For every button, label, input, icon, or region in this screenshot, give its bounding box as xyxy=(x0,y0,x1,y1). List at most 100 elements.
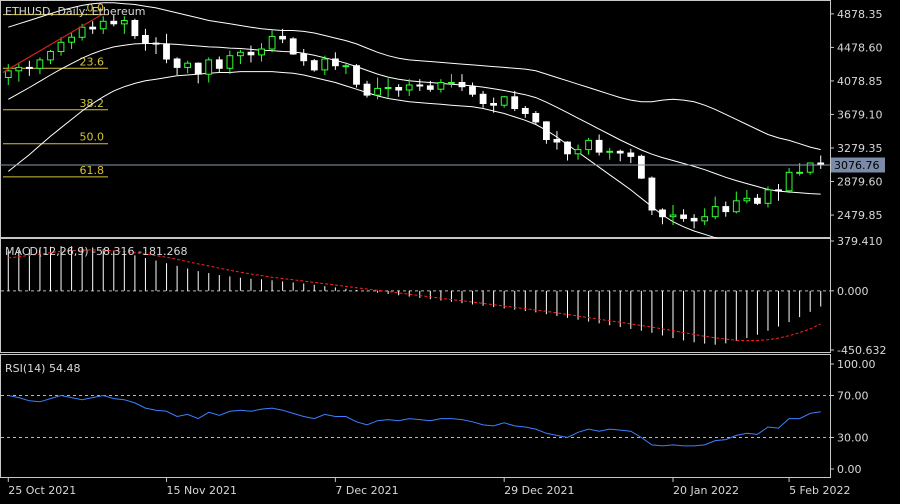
candle-body xyxy=(57,41,65,52)
time-axis-label: 25 Oct 2021 xyxy=(8,484,76,497)
candle-body xyxy=(458,82,466,88)
rsi-axis[interactable]: 100.00 70.00 30.00 0.00 xyxy=(830,358,876,476)
candle-body xyxy=(796,171,804,174)
candle-body xyxy=(405,84,413,91)
bollinger-bands xyxy=(7,2,821,245)
candle-body xyxy=(701,216,709,222)
macd-axis-label: 379.410 xyxy=(837,235,883,248)
candle-body xyxy=(395,87,403,91)
rsi-line xyxy=(8,394,821,447)
price-panel[interactable]: 0.023.638.250.061.8 xyxy=(0,2,830,245)
time-axis[interactable]: 25 Oct 2021 15 Nov 2021 7 Dec 2021 29 Dec 2… xyxy=(7,478,851,497)
candle-body xyxy=(416,84,424,87)
fibo-level-label: 50.0 xyxy=(80,131,105,144)
candle-body xyxy=(205,59,213,75)
candle-body xyxy=(194,62,202,75)
price-axis-label: 2879.60 xyxy=(837,176,883,189)
candle-body xyxy=(764,189,772,204)
candle-body xyxy=(775,189,782,192)
candle-body xyxy=(743,197,751,202)
candle-body xyxy=(89,26,97,30)
fibo-level-label: 23.6 xyxy=(80,55,105,68)
candle-body xyxy=(26,66,33,69)
candle-body xyxy=(680,214,688,219)
candle-body xyxy=(258,48,265,56)
candle-body xyxy=(268,35,276,50)
candle-body xyxy=(353,65,360,85)
candle-body xyxy=(173,58,181,68)
candle-body xyxy=(110,20,118,25)
price-axis-label: 3279.35 xyxy=(837,142,883,155)
candle-body xyxy=(669,214,677,218)
price-axis-label: 3679.10 xyxy=(837,108,883,121)
candle-body xyxy=(15,66,23,72)
bollinger-middle-band xyxy=(8,43,821,195)
time-axis-label: 20 Jan 2022 xyxy=(673,484,739,497)
current-price-badge xyxy=(831,157,885,173)
candlesticks xyxy=(4,14,825,229)
macd-axis-label: -450.632 xyxy=(837,344,886,357)
candle-body xyxy=(163,43,170,60)
candle-body xyxy=(36,59,44,69)
current-price-label: 3076.76 xyxy=(834,159,880,172)
rsi-axis-label: 0.00 xyxy=(837,463,862,476)
candle-body xyxy=(500,96,508,106)
candle-body xyxy=(616,150,624,154)
price-axis[interactable]: 4878.35 4478.60 4078.85 3679.10 3279.35 2879.… xyxy=(830,8,883,222)
candle-body xyxy=(564,141,571,155)
macd-axis[interactable]: 379.410 0.000 -450.632 xyxy=(830,235,886,357)
time-axis-label: 7 Dec 2021 xyxy=(335,484,398,497)
candle-body xyxy=(711,206,719,218)
fibo-level-label: 0.0 xyxy=(87,2,105,15)
candle-body xyxy=(606,150,614,153)
candle-body xyxy=(300,53,308,62)
candle-body xyxy=(754,197,761,204)
price-axis-label: 4878.35 xyxy=(837,8,883,21)
candle-body xyxy=(384,87,392,89)
candle-body xyxy=(120,20,128,25)
rsi-panel-frame xyxy=(0,354,831,478)
main-panel-frame xyxy=(0,0,831,238)
candle-body xyxy=(215,59,223,69)
candle-body xyxy=(226,55,234,69)
time-axis-label: 15 Nov 2021 xyxy=(167,484,237,497)
candle-body xyxy=(595,139,603,153)
candle-body xyxy=(553,139,561,143)
bollinger-lower-band xyxy=(7,71,821,245)
trendline[interactable] xyxy=(2,13,104,73)
rsi-axis-label: 70.00 xyxy=(837,390,869,403)
time-axis-label: 29 Dec 2021 xyxy=(504,484,574,497)
rsi-axis-label: 100.00 xyxy=(837,358,876,371)
candle-body xyxy=(479,93,487,105)
bollinger-upper-band xyxy=(8,2,821,151)
candle-body xyxy=(543,121,550,141)
macd-title: MACD(12,26,9) -58.316 -181.268 xyxy=(5,245,187,258)
candle-body xyxy=(521,108,529,114)
candle-body xyxy=(68,36,75,43)
candle-body xyxy=(448,82,455,84)
candle-body xyxy=(152,42,160,45)
candle-body xyxy=(690,217,698,222)
candle-body xyxy=(627,152,635,157)
candle-body xyxy=(332,58,339,67)
candle-body xyxy=(722,206,730,213)
candle-body xyxy=(374,87,382,96)
fibonacci-retracement[interactable]: 0.023.638.250.061.8 xyxy=(3,2,108,178)
candle-body xyxy=(532,113,540,123)
candle-body xyxy=(247,51,255,56)
rsi-panel[interactable] xyxy=(1,394,830,447)
candle-body xyxy=(437,82,445,90)
candle-body xyxy=(99,20,107,30)
candle-body xyxy=(310,60,318,71)
macd-signal-line xyxy=(8,249,821,342)
candle-body xyxy=(585,139,593,151)
macd-panel[interactable] xyxy=(1,246,830,345)
candle-body xyxy=(785,171,793,192)
candle-body xyxy=(659,209,666,218)
time-axis-label: 5 Feb 2022 xyxy=(789,484,850,497)
candle-body xyxy=(648,177,656,211)
candle-body xyxy=(363,83,371,96)
candle-body xyxy=(511,96,519,110)
